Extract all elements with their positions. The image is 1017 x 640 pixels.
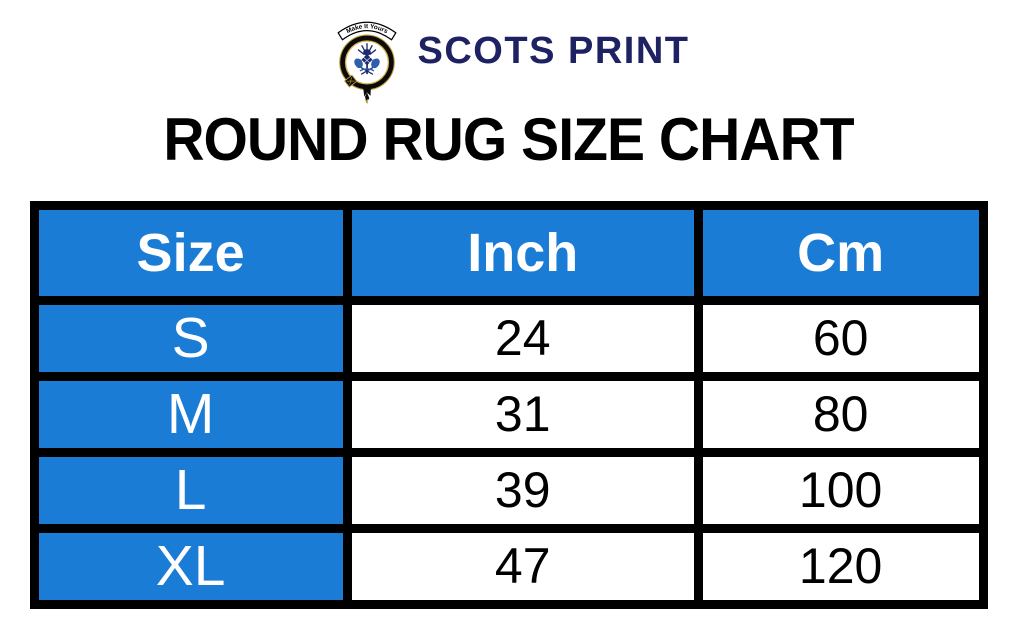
badge-banner: Make It Yours — [337, 21, 396, 40]
size-chart-table: Size Inch Cm S 24 60 M 31 80 L 39 100 — [29, 200, 988, 609]
column-header-inch: Inch — [342, 200, 703, 305]
cm-cell: 80 — [693, 371, 988, 457]
badge-strap-tail — [362, 85, 371, 104]
badge-buckle — [343, 74, 357, 88]
header-row: Size Inch Cm — [29, 200, 988, 305]
page-title: ROUND RUG SIZE CHART — [163, 106, 854, 173]
brand-header: Make It Yours SCOTS PRINT — [0, 0, 1017, 106]
table-row: L 39 100 — [29, 447, 988, 533]
cm-cell: 120 — [693, 523, 988, 609]
inch-cell: 31 — [342, 371, 703, 457]
table-row: S 24 60 — [29, 295, 988, 381]
size-cell: M — [29, 371, 352, 457]
table-row: XL 47 120 — [29, 523, 988, 609]
size-cell: L — [29, 447, 352, 533]
size-cell: XL — [29, 523, 352, 609]
column-header-size: Size — [29, 200, 352, 305]
column-header-cm: Cm — [693, 200, 988, 305]
inch-cell: 39 — [342, 447, 703, 533]
cm-cell: 100 — [693, 447, 988, 533]
inch-cell: 24 — [342, 295, 703, 381]
scots-print-badge-icon: Make It Yours — [337, 21, 396, 104]
brand-name: SCOTS PRINT — [417, 30, 690, 72]
inch-cell: 47 — [342, 523, 703, 609]
table-row: M 31 80 — [29, 371, 988, 457]
cm-cell: 60 — [693, 295, 988, 381]
thistle-icon — [353, 42, 380, 75]
size-cell: S — [29, 295, 352, 381]
